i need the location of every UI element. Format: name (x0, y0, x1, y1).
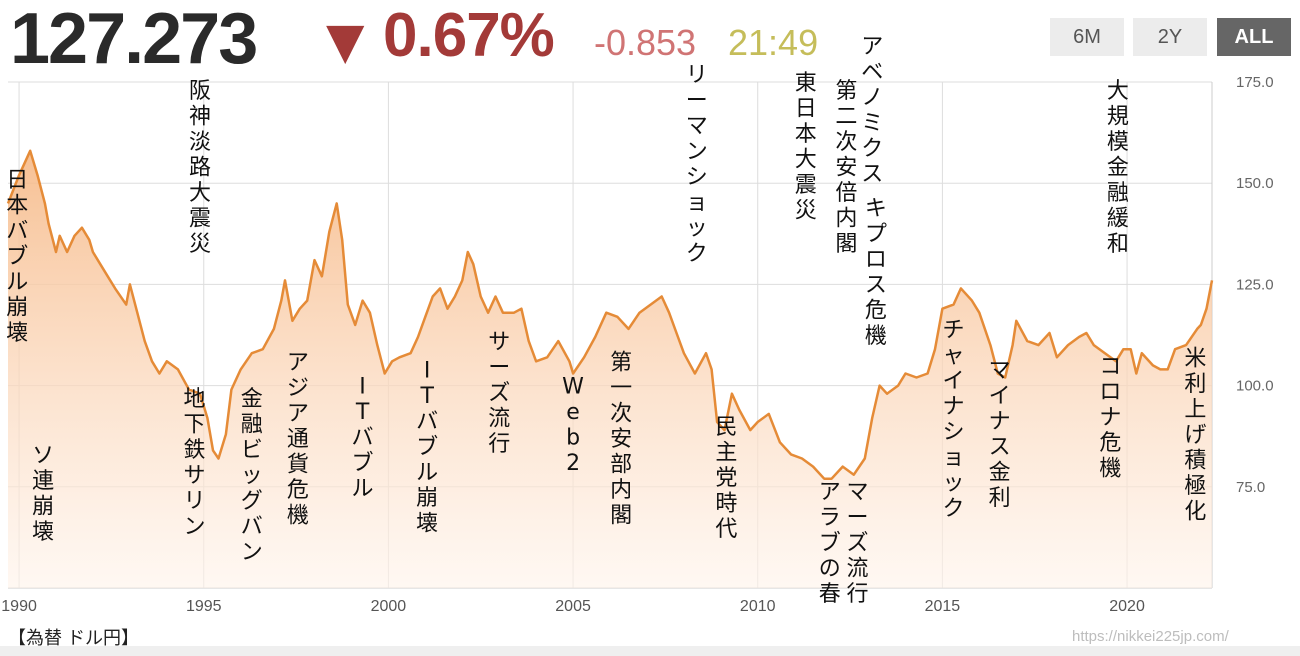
range-6m-button[interactable]: 6M (1050, 18, 1124, 56)
event-annotation: I T バブル崩壊 (416, 359, 438, 537)
event-annotation: マイナス金利 (989, 359, 1011, 512)
range-all-button[interactable]: ALL (1217, 18, 1291, 56)
x-tick-label: 2005 (555, 598, 591, 615)
price-line (6, 149, 1214, 480)
instrument-label: 【為替 ドル円】 (8, 628, 140, 648)
event-annotation: チャイナショック (942, 318, 964, 522)
price-area-fill (8, 150, 1212, 589)
event-annotation: ソ連崩壊 (32, 444, 54, 545)
x-tick-label: 2015 (925, 598, 961, 615)
y-tick-label: 75.0 (1236, 479, 1265, 496)
event-annotation: 地下鉄サリン (184, 387, 206, 539)
event-annotation: 東日本大震災 (795, 71, 817, 224)
event-annotation: サーズ流行 (488, 330, 510, 457)
change-absolute: -0.853 (594, 22, 697, 63)
quote-time: 21:49 (728, 22, 819, 63)
event-annotation: アジア通貨危機 (287, 350, 309, 528)
event-annotation: 第一次安部内閣 (610, 350, 632, 528)
scrollbar-track (0, 646, 1300, 656)
event-annotation: 民主党時代 (715, 415, 737, 542)
down-arrow-icon: ▼ (326, 12, 365, 70)
y-tick-label: 150.0 (1236, 175, 1274, 192)
event-annotation: 金融ビッグバン (241, 387, 263, 565)
event-annotation: マーズ流行 (846, 480, 868, 607)
source-url: https://nikkei225jp.com/ (1072, 628, 1229, 645)
event-annotation: 日本バブル崩壊 (6, 168, 28, 346)
x-tick-label: 1990 (1, 598, 37, 615)
event-annotation: 米利上げ積極化 (1184, 346, 1206, 524)
current-price: 127.273 (10, 0, 258, 79)
y-tick-label: 100.0 (1236, 378, 1274, 395)
event-annotation: リーマンショック (686, 63, 708, 267)
quote-header: 127.273 ▼ 0.67% -0.853 21:49 6M 2Y ALL (0, 0, 1300, 80)
event-annotation: アベノミクス (861, 35, 883, 188)
event-annotation: 阪神淡路大震災 (189, 79, 211, 257)
event-annotation: コロナ危機 (1099, 354, 1121, 481)
event-annotation: キプロス危機 (865, 197, 887, 349)
event-annotation: 大規模金融緩和 (1107, 79, 1129, 257)
x-tick-label: 1995 (186, 598, 222, 615)
y-tick-label: 175.0 (1236, 74, 1274, 91)
x-tick-label: 2000 (371, 598, 407, 615)
event-annotation: I T バブル (352, 375, 374, 502)
x-tick-label: 2010 (740, 598, 776, 615)
range-2y-button[interactable]: 2Y (1133, 18, 1207, 56)
change-percent: 0.67% (383, 1, 555, 70)
event-annotation: アラブの春 (819, 480, 841, 607)
x-tick-label: 2020 (1109, 598, 1145, 615)
y-tick-label: 125.0 (1236, 276, 1274, 293)
event-annotation: 第二次安倍内閣 (835, 79, 857, 257)
